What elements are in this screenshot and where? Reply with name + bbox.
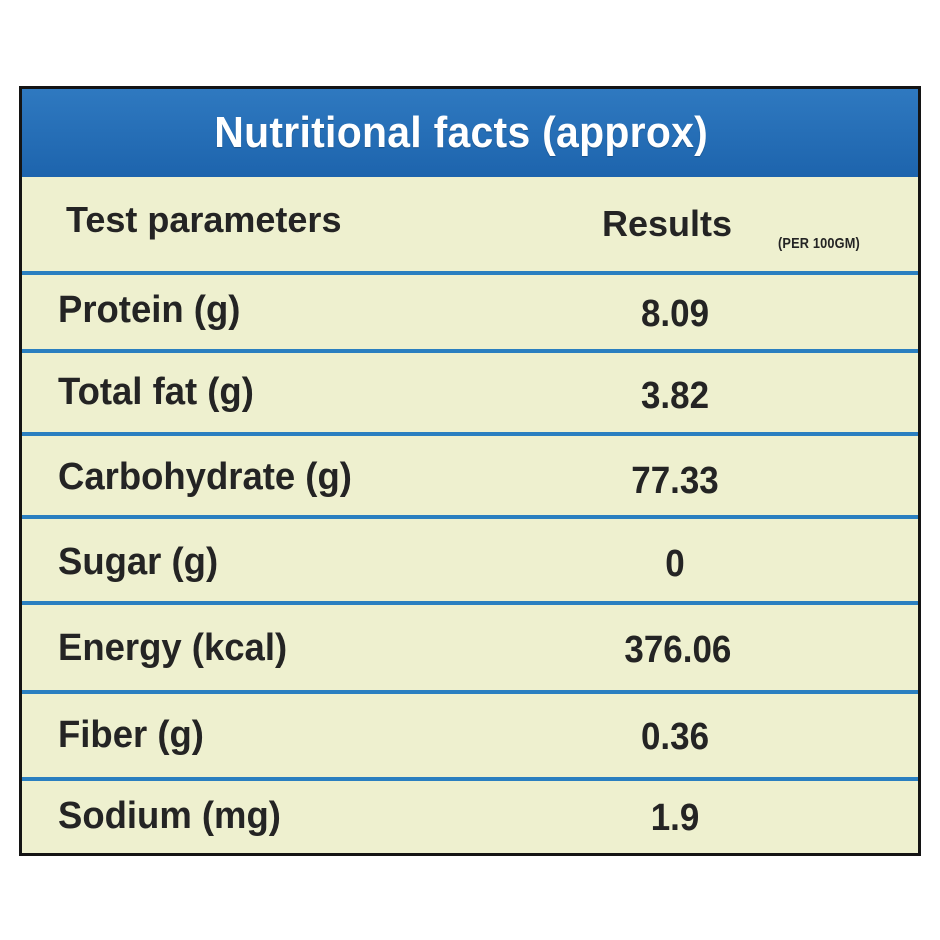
row-parameter: Total fat (g) [58, 371, 254, 413]
table-header-row: Test parameters Results (PER 100GM) [22, 177, 918, 275]
table-row: Sodium (mg) 1.9 [22, 781, 918, 853]
row-result: 8.09 [640, 293, 710, 335]
nutrition-facts-panel: Nutritional facts (approx) Test paramete… [19, 86, 921, 856]
row-result: 1.9 [650, 797, 700, 839]
row-result: 3.82 [640, 375, 710, 417]
table-row: Sugar (g) 0 [22, 519, 918, 605]
row-parameter: Sugar (g) [58, 541, 219, 583]
column-header-parameter: Test parameters [66, 199, 342, 240]
row-result: 376.06 [624, 629, 732, 671]
row-parameter: Sodium (mg) [58, 795, 281, 837]
row-parameter: Fiber (g) [58, 714, 204, 756]
column-header-result-note: (PER 100GM) [778, 235, 860, 252]
column-header-result: Results [602, 203, 733, 244]
panel-title: Nutritional facts (approx) [213, 108, 708, 157]
row-parameter: Protein (g) [58, 289, 241, 331]
table-row: Energy (kcal) 376.06 [22, 605, 918, 694]
row-parameter: Energy (kcal) [58, 627, 288, 669]
panel-title-bar: Nutritional facts (approx) [22, 89, 918, 177]
row-result: 0.36 [640, 716, 710, 758]
table-row: Total fat (g) 3.82 [22, 353, 918, 436]
row-parameter: Carbohydrate (g) [58, 456, 352, 498]
row-result: 77.33 [631, 460, 719, 502]
table-row: Protein (g) 8.09 [22, 275, 918, 353]
table-row: Carbohydrate (g) 77.33 [22, 436, 918, 519]
table-row: Fiber (g) 0.36 [22, 694, 918, 781]
row-result: 0 [665, 543, 685, 585]
